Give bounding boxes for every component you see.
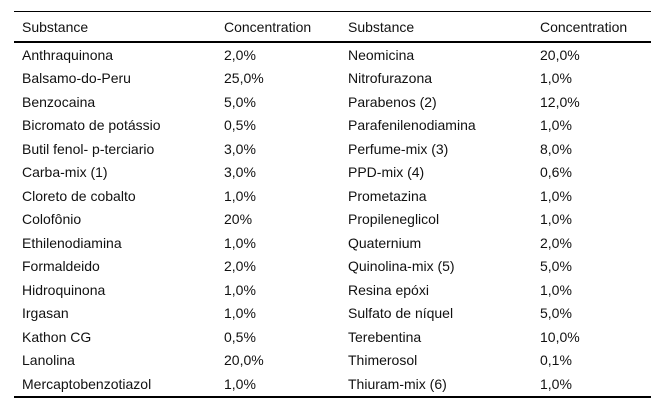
substance-cell: Neomicina [348, 46, 415, 63]
column-header-concentration-left: Concentration [216, 11, 340, 43]
substance-cell: PPD-mix (4) [348, 164, 425, 181]
concentration-cell: 2,0% [224, 258, 256, 275]
substance-cell: Carba-mix (1) [22, 164, 108, 181]
header-row: Substance Concentration Substance Concen… [14, 11, 651, 43]
concentration-cell: 5,0% [224, 93, 256, 110]
concentration-cell: 5,0% [540, 305, 572, 322]
concentration-cell: 12,0% [540, 93, 580, 110]
concentration-cell: 1,0% [224, 281, 256, 298]
concentration-cell: 1,0% [224, 375, 256, 392]
concentration-cell: 0,6% [540, 164, 572, 181]
substance-cell: Quinolina-mix (5) [348, 258, 455, 275]
substance-cell: Cloreto de cobalto [22, 187, 136, 204]
table-row: Bicromato de potássio 0,5% Parafenilenodia… [14, 114, 651, 138]
substances-table: Substance Concentration Substance Concen… [14, 11, 651, 398]
table-row: Balsamo-do-Peru 25,0% Nitrofurazona 1,0% [14, 67, 651, 91]
column-header-concentration-right: Concentration [532, 11, 651, 43]
concentration-cell: 2,0% [540, 234, 572, 251]
column-header-substance-left: Substance [14, 11, 216, 43]
table-row: Ethilenodiamina 1,0% Quaternium 2,0% [14, 231, 651, 255]
column-header-substance-right: Substance [340, 11, 532, 43]
table-row: Formaldeido 2,0% Quinolina-mix (5) 5,0% [14, 255, 651, 279]
substance-cell: Butil fenol- p-terciario [22, 140, 155, 157]
concentration-cell: 20,0% [540, 46, 580, 63]
substance-cell: Thiuram-mix (6) [348, 375, 447, 392]
substance-cell: Lanolina [22, 352, 75, 369]
concentration-cell: 8,0% [540, 140, 572, 157]
concentration-cell: 5,0% [540, 258, 572, 275]
table-row: Benzocaina 5,0% Parabenos (2) 12,0% [14, 90, 651, 114]
substance-cell: Bicromato de potássio [22, 117, 161, 134]
concentration-cell: 2,0% [224, 46, 256, 63]
substance-cell: Ethilenodiamina [22, 234, 122, 251]
concentration-cell: 1,0% [540, 375, 572, 392]
concentration-cell: 1,0% [540, 117, 572, 134]
table-header: Substance Concentration Substance Concen… [14, 11, 651, 43]
substance-cell: Colofônio [22, 211, 82, 228]
concentration-cell: 1,0% [224, 187, 256, 204]
concentration-cell: 20% [224, 211, 253, 228]
concentration-cell: 0,1% [540, 352, 572, 369]
concentration-cell: 3,0% [224, 140, 256, 157]
substance-cell: Parabenos (2) [348, 93, 437, 110]
table-row: Lanolina 20,0% Thimerosol 0,1% [14, 349, 651, 373]
concentration-cell: 20,0% [224, 352, 264, 369]
table-row: Hidroquinona 1,0% Resina epóxi 1,0% [14, 278, 651, 302]
concentration-cell: 0,5% [224, 117, 256, 134]
substance-cell: Hidroquinona [22, 281, 106, 298]
table-row: Mercaptobenzotiazol 1,0% Thiuram-mix (6) 1,… [14, 372, 651, 397]
table-row: Anthraquinona 2,0% Neomicina 20,0% [14, 42, 651, 67]
concentration-cell: 1,0% [224, 305, 256, 322]
concentration-cell: 3,0% [224, 164, 256, 181]
substance-cell: Perfume-mix (3) [348, 140, 449, 157]
substance-cell: Sulfato de níquel [348, 305, 454, 322]
substance-cell: Kathon CG [22, 328, 92, 345]
substance-cell: Resina epóxi [348, 281, 429, 298]
table-row: Cloreto de cobalto 1,0% Prometazina 1,0% [14, 184, 651, 208]
substance-cell: Formaldeido [22, 258, 100, 275]
table-row: Carba-mix (1) 3,0% PPD-mix (4) 0,6% [14, 161, 651, 185]
table-row: Irgasan 1,0% Sulfato de níquel 5,0% [14, 302, 651, 326]
table-row: Colofônio 20% Propileneglicol 1,0% [14, 208, 651, 232]
substance-cell: Propileneglicol [348, 211, 440, 228]
substance-cell: Nitrofurazona [348, 70, 433, 87]
concentration-cell: 1,0% [540, 70, 572, 87]
substance-cell: Thimerosol [348, 352, 418, 369]
table-row: Butil fenol- p-terciario 3,0% Perfume-mix … [14, 137, 651, 161]
substance-cell: Anthraquinona [22, 46, 114, 63]
concentration-cell: 0,5% [224, 328, 256, 345]
concentration-cell: 1,0% [224, 234, 256, 251]
concentration-cell: 1,0% [540, 187, 572, 204]
substance-cell: Balsamo-do-Peru [22, 70, 131, 87]
table-row: Kathon CG 0,5% Terebentina 10,0% [14, 325, 651, 349]
substance-cell: Prometazina [348, 187, 427, 204]
substance-cell: Parafenilenodiamina [348, 117, 476, 134]
substance-cell: Mercaptobenzotiazol [22, 375, 152, 392]
concentration-cell: 1,0% [540, 281, 572, 298]
substance-cell: Irgasan [22, 305, 69, 322]
table-body: Anthraquinona 2,0% Neomicina 20,0% Balsamo-d… [14, 42, 651, 397]
substance-cell: Quaternium [348, 234, 422, 251]
concentration-cell: 1,0% [540, 211, 572, 228]
substance-cell: Terebentina [348, 328, 422, 345]
concentration-cell: 25,0% [224, 70, 264, 87]
concentration-cell: 10,0% [540, 328, 580, 345]
substance-cell: Benzocaina [22, 93, 96, 110]
